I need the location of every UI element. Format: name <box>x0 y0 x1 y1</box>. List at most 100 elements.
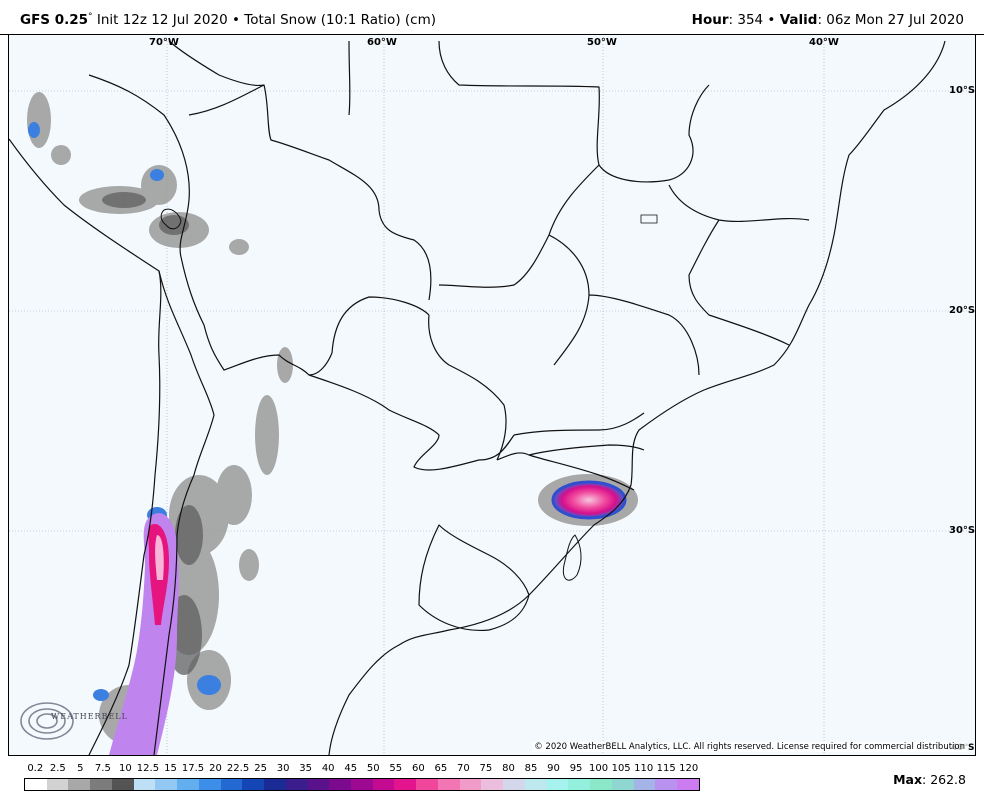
valid-time: Hour: 354 • Valid: 06z Mon 27 Jul 2020 <box>692 12 964 28</box>
legend-tick-labels: 0.2 2.5 5 7.5 10 12.5 15 17.5 20 22.5 25 30 35 40 45 50… <box>24 763 700 777</box>
legend-swatch <box>655 779 678 790</box>
legend-tick-label: 60 <box>411 763 425 774</box>
init-time: Init 12z 12 Jul 2020 <box>96 12 228 28</box>
legend-tick-label: 22.5 <box>226 763 250 774</box>
legend-swatch <box>46 779 69 790</box>
max-number: : 262.8 <box>922 772 966 787</box>
legend-tick-label: 10 <box>119 763 132 774</box>
map-canvas <box>9 40 975 755</box>
legend-swatch <box>524 779 547 790</box>
legend-tick-label: 115 <box>656 763 676 774</box>
pacific-coastline <box>9 138 162 755</box>
valid-value: : 06z Mon 27 Jul 2020 <box>817 12 964 28</box>
lon-label-70w: 70°W <box>149 37 179 48</box>
max-value: Max: 262.8 <box>893 772 966 787</box>
border-paraguay-north <box>331 296 430 354</box>
lon-label-60w: 60°W <box>367 37 397 48</box>
legend-swatch <box>285 779 308 790</box>
lake-titicaca <box>160 208 182 230</box>
separator-bullet-2: • <box>767 12 776 28</box>
map-panel: 70°W 60°W 50°W 40°W 10°S 20°S 30°S 40°S … <box>8 34 976 756</box>
legend-swatch <box>633 779 656 790</box>
legend-tick-label: 45 <box>344 763 358 774</box>
hour-value: : 354 <box>728 12 764 28</box>
legend-swatch <box>416 779 438 790</box>
legend-swatch <box>437 779 460 790</box>
legend-swatch <box>546 779 569 790</box>
valid-label: Valid <box>779 12 818 28</box>
legend-swatch <box>611 779 634 790</box>
legend-swatch <box>68 779 91 790</box>
lon-label-50w: 50°W <box>587 37 617 48</box>
legend-swatch <box>677 779 699 790</box>
legend-swatch <box>25 779 47 790</box>
graticule <box>9 41 975 755</box>
lat-label-10s: 10°S <box>949 85 976 96</box>
legend-swatch <box>351 779 373 790</box>
model-name: GFS 0.25 <box>20 12 89 28</box>
legend-tick-label: 75 <box>479 763 493 774</box>
max-label: Max <box>893 772 923 787</box>
border-argentina-chile <box>153 270 215 755</box>
border-argentina-brazil <box>496 452 635 491</box>
legend-tick-label: 55 <box>389 763 403 774</box>
header-bar: GFS 0.25° Init 12z 12 Jul 2020 • Total S… <box>0 0 984 35</box>
legend-color-bar <box>24 778 700 791</box>
hour-label: Hour <box>691 12 729 28</box>
legend-tick-label: 70 <box>457 763 470 774</box>
legend-swatch <box>242 779 265 790</box>
legend-swatch <box>568 779 591 790</box>
snowfall-shading <box>27 92 638 755</box>
colombia-border <box>168 40 265 87</box>
separator-bullet: • <box>231 12 240 28</box>
lat-label-30s: 30°S <box>949 525 976 536</box>
legend-tick-label: 30 <box>276 763 290 774</box>
copyright-notice: © 2020 WeatherBELL Analytics, LLC. All r… <box>532 742 967 752</box>
legend-swatch <box>503 779 525 790</box>
legend-tick-label: 95 <box>569 763 583 774</box>
legend-tick-label: 5 <box>77 763 84 774</box>
legend-tick-label: 105 <box>611 763 631 774</box>
legend-tick-label: 12.5 <box>136 763 160 774</box>
legend-swatch <box>264 779 286 790</box>
snowfall-southern-brazil <box>551 480 627 520</box>
legend-tick-label: 80 <box>502 763 515 774</box>
border-bolivia-south <box>180 256 333 376</box>
border-peru-brazil <box>88 74 190 258</box>
lon-label-40w: 40°W <box>809 37 839 48</box>
atlantic-coastline <box>328 40 946 755</box>
lagoa-dos-patos <box>562 534 582 581</box>
legend-swatch <box>307 779 330 790</box>
legend-swatch <box>329 779 352 790</box>
border-paraguay-east <box>428 314 507 461</box>
map-title: GFS 0.25° Init 12z 12 Jul 2020 • Total S… <box>20 12 436 28</box>
legend-tick-label: 90 <box>547 763 560 774</box>
legend-tick-label: 40 <box>321 763 335 774</box>
border-bolivia-brazil <box>188 84 432 301</box>
legend-swatch <box>155 779 178 790</box>
legend-tick-label: 25 <box>254 763 267 774</box>
border-uruguay <box>418 524 530 632</box>
legend-tick-label: 17.5 <box>181 763 205 774</box>
legend-footer: 0.2 2.5 5 7.5 10 12.5 15 17.5 20 22.5 25 30 35 40 45 50… <box>0 758 984 808</box>
legend-tick-label: 50 <box>366 763 380 774</box>
degree-sign: ° <box>88 12 93 22</box>
border-paraguay-south <box>308 374 515 471</box>
legend-swatch <box>590 779 612 790</box>
legend-tick-label: 15 <box>164 763 177 774</box>
legend-swatch <box>220 779 243 790</box>
legend-swatch <box>90 779 112 790</box>
legend-swatch <box>394 779 417 790</box>
legend-swatch <box>111 779 134 790</box>
legend-swatch <box>372 779 395 790</box>
legend-tick-label: 120 <box>679 763 699 774</box>
legend-tick-label: 2.5 <box>49 763 66 774</box>
weatherbell-logo-swirl <box>20 702 74 740</box>
legend-tick-label: 65 <box>434 763 448 774</box>
weatherbell-logo: WEATHERBELL <box>21 697 127 741</box>
border-brazil-south-states <box>513 412 645 456</box>
legend-tick-label: 100 <box>589 763 609 774</box>
lat-label-20s: 20°S <box>949 305 976 316</box>
border-brazil-states <box>348 40 810 376</box>
legend-tick-label: 35 <box>299 763 313 774</box>
